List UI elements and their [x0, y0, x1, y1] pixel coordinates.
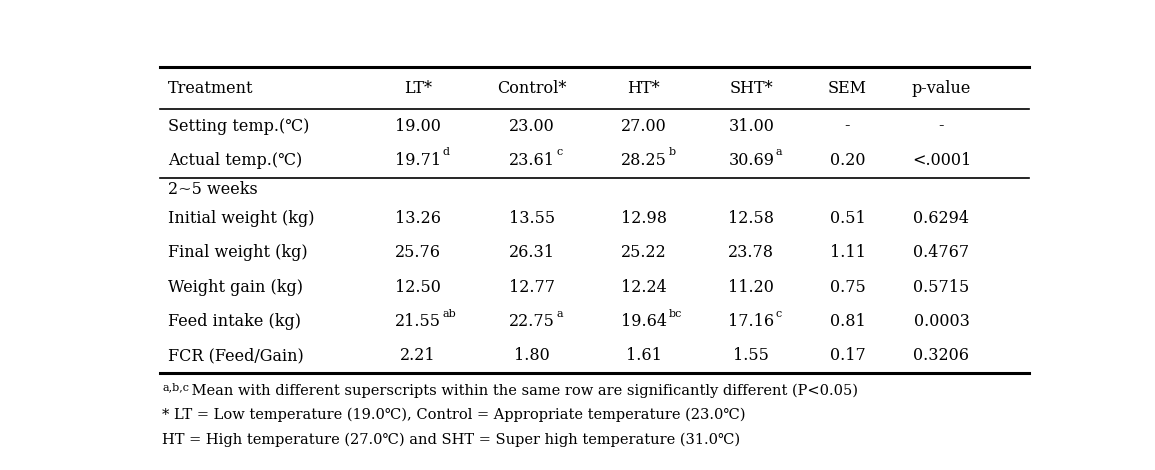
- Text: Feed intake (kg): Feed intake (kg): [167, 313, 300, 330]
- Text: ab: ab: [442, 308, 456, 319]
- Text: 2.21: 2.21: [400, 347, 435, 364]
- Text: Setting temp.(℃): Setting temp.(℃): [167, 118, 310, 134]
- Text: 1.55: 1.55: [733, 347, 769, 364]
- Text: Initial weight (kg): Initial weight (kg): [167, 210, 314, 227]
- Text: 19.64: 19.64: [621, 313, 666, 330]
- Text: 12.58: 12.58: [729, 210, 774, 227]
- Text: 0.0003: 0.0003: [914, 313, 969, 330]
- Text: LT*: LT*: [404, 79, 432, 96]
- Text: 13.55: 13.55: [509, 210, 556, 227]
- Text: 0.51: 0.51: [829, 210, 865, 227]
- Text: SHT*: SHT*: [730, 79, 773, 96]
- Text: 11.20: 11.20: [729, 279, 774, 296]
- Text: 0.81: 0.81: [829, 313, 865, 330]
- Text: 0.20: 0.20: [829, 152, 865, 169]
- Text: 12.77: 12.77: [509, 279, 554, 296]
- Text: p-value: p-value: [911, 79, 971, 96]
- Text: 0.5715: 0.5715: [914, 279, 969, 296]
- Text: 12.24: 12.24: [621, 279, 666, 296]
- Text: 23.78: 23.78: [729, 244, 774, 261]
- Text: Final weight (kg): Final weight (kg): [167, 244, 307, 261]
- Text: 27.00: 27.00: [621, 118, 666, 134]
- Text: Actual temp.(℃): Actual temp.(℃): [167, 152, 301, 169]
- Text: -: -: [844, 118, 850, 134]
- Text: 25.76: 25.76: [395, 244, 441, 261]
- Text: 12.50: 12.50: [395, 279, 441, 296]
- Text: * LT = Low temperature (19.0℃), Control = Appropriate temperature (23.0℃): * LT = Low temperature (19.0℃), Control …: [162, 407, 746, 422]
- Text: 0.4767: 0.4767: [914, 244, 969, 261]
- Text: 1.80: 1.80: [514, 347, 550, 364]
- Text: Weight gain (kg): Weight gain (kg): [167, 279, 303, 296]
- Text: 0.6294: 0.6294: [914, 210, 969, 227]
- Text: 19.71: 19.71: [395, 152, 441, 169]
- Text: <.0001: <.0001: [911, 152, 971, 169]
- Text: 0.17: 0.17: [829, 347, 865, 364]
- Text: bc: bc: [669, 308, 681, 319]
- Text: a: a: [557, 308, 564, 319]
- Text: Control*: Control*: [498, 79, 567, 96]
- Text: HT = High temperature (27.0℃) and SHT = Super high temperature (31.0℃): HT = High temperature (27.0℃) and SHT = …: [162, 433, 740, 447]
- Text: c: c: [776, 308, 782, 319]
- Text: FCR (Feed/Gain): FCR (Feed/Gain): [167, 347, 304, 364]
- Text: Treatment: Treatment: [167, 79, 253, 96]
- Text: -: -: [939, 118, 945, 134]
- Text: 22.75: 22.75: [509, 313, 554, 330]
- Text: 19.00: 19.00: [395, 118, 441, 134]
- Text: Mean with different superscripts within the same row are significantly different: Mean with different superscripts within …: [187, 383, 858, 398]
- Text: 25.22: 25.22: [621, 244, 666, 261]
- Text: a,b,c: a,b,c: [162, 382, 189, 392]
- Text: a: a: [776, 148, 783, 157]
- Text: d: d: [442, 148, 449, 157]
- Text: 26.31: 26.31: [509, 244, 554, 261]
- Text: c: c: [557, 148, 562, 157]
- Text: 1.11: 1.11: [829, 244, 865, 261]
- Text: 21.55: 21.55: [395, 313, 441, 330]
- Text: 1.61: 1.61: [626, 347, 662, 364]
- Text: 17.16: 17.16: [728, 313, 774, 330]
- Text: 28.25: 28.25: [621, 152, 666, 169]
- Text: 31.00: 31.00: [729, 118, 774, 134]
- Text: 2~5 weeks: 2~5 weeks: [167, 181, 258, 198]
- Text: 30.69: 30.69: [729, 152, 774, 169]
- Text: 0.3206: 0.3206: [914, 347, 969, 364]
- Text: 23.61: 23.61: [509, 152, 554, 169]
- Text: 0.75: 0.75: [829, 279, 865, 296]
- Text: HT*: HT*: [627, 79, 661, 96]
- Text: 23.00: 23.00: [509, 118, 554, 134]
- Text: SEM: SEM: [828, 79, 867, 96]
- Text: b: b: [669, 148, 676, 157]
- Text: 12.98: 12.98: [621, 210, 666, 227]
- Text: 13.26: 13.26: [395, 210, 441, 227]
